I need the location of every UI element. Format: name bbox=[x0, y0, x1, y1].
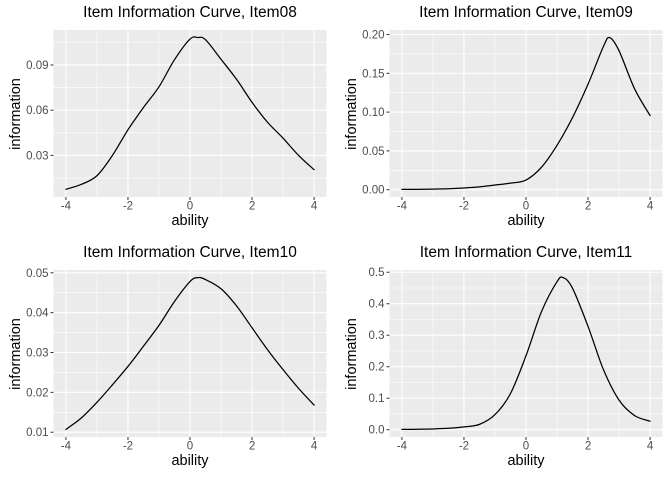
plot-area-item11: -4 -2 0 2 4 0.0 0.1 0.2 0.3 0.4 0.5 bbox=[369, 267, 663, 453]
x-tick-label: -2 bbox=[459, 441, 469, 453]
y-tick-label: 0.05 bbox=[26, 268, 48, 280]
plot-area-item08: -4 -2 0 2 4 0.03 0.06 0.09 bbox=[26, 30, 327, 213]
x-tick-label: -2 bbox=[459, 201, 469, 213]
x-tick-label: -4 bbox=[61, 201, 72, 213]
x-axis-label: ability bbox=[171, 453, 209, 469]
y-tick-label: 0.03 bbox=[26, 348, 48, 360]
information-curve bbox=[401, 276, 651, 431]
y-tick-label: 0.20 bbox=[362, 30, 384, 42]
y-tick-label: 0.02 bbox=[26, 387, 48, 399]
y-axis-label: information bbox=[344, 318, 360, 390]
x-tick-label: 0 bbox=[523, 441, 529, 453]
x-axis-label: ability bbox=[507, 453, 545, 469]
x-tick-label: -4 bbox=[397, 441, 408, 453]
panel-title: Item Information Curve, Item11 bbox=[419, 244, 633, 261]
y-tick-label: 0.3 bbox=[369, 330, 385, 342]
plot-area-item10: -4 -2 0 2 4 0.01 0.02 0.03 0.04 0.05 bbox=[26, 268, 327, 453]
x-tick-label: 4 bbox=[311, 201, 318, 213]
panel-title: Item Information Curve, Item09 bbox=[419, 4, 633, 21]
x-tick-label: 4 bbox=[311, 441, 318, 453]
plot-area-item09: -4 -2 0 2 4 0.00 0.05 0.10 0.15 0.20 bbox=[362, 30, 663, 213]
x-tick-label: 0 bbox=[187, 441, 193, 453]
panel-title: Item Information Curve, Item10 bbox=[83, 244, 297, 261]
x-tick-label: 4 bbox=[647, 441, 654, 453]
iic-panel-item09: -4 -2 0 2 4 0.00 0.05 0.10 0.15 0.20 Item Informa… bbox=[336, 0, 672, 240]
y-tick-label: 0.05 bbox=[362, 146, 384, 158]
y-tick-label: 0.0 bbox=[369, 425, 385, 437]
x-tick-label: -2 bbox=[123, 201, 133, 213]
y-axis-label: information bbox=[8, 318, 24, 390]
y-tick-label: 0.2 bbox=[369, 362, 385, 374]
x-tick-label: -4 bbox=[61, 441, 72, 453]
y-tick-label: 0.09 bbox=[26, 60, 48, 72]
y-tick-label: 0.4 bbox=[369, 299, 386, 311]
iic-panel-item11: -4 -2 0 2 4 0.0 0.1 0.2 0.3 0.4 0.5 Item Informati… bbox=[336, 240, 672, 480]
x-tick-label: -4 bbox=[397, 201, 408, 213]
information-curve bbox=[401, 36, 651, 191]
x-tick-label: 0 bbox=[523, 201, 529, 213]
x-axis-label: ability bbox=[171, 213, 209, 229]
y-tick-label: 0.06 bbox=[26, 105, 48, 117]
x-tick-label: 4 bbox=[647, 201, 654, 213]
y-tick-label: 0.15 bbox=[362, 68, 384, 80]
y-tick-label: 0.01 bbox=[26, 427, 48, 439]
panel-title: Item Information Curve, Item08 bbox=[83, 4, 297, 21]
y-tick-label: 0.5 bbox=[369, 267, 385, 279]
y-tick-label: 0.10 bbox=[362, 107, 384, 119]
information-curve bbox=[65, 36, 315, 190]
x-tick-label: 2 bbox=[249, 441, 255, 453]
x-tick-label: 2 bbox=[249, 201, 255, 213]
x-tick-label: -2 bbox=[123, 441, 133, 453]
information-curve bbox=[65, 276, 315, 431]
y-tick-label: 0.00 bbox=[362, 185, 384, 197]
x-tick-label: 2 bbox=[585, 441, 591, 453]
y-axis-label: information bbox=[344, 78, 360, 150]
y-tick-label: 0.1 bbox=[369, 393, 385, 405]
iic-panel-item08: -4 -2 0 2 4 0.03 0.06 0.09 Item Information Cur… bbox=[0, 0, 336, 240]
y-axis-label: information bbox=[8, 78, 24, 150]
iic-panel-item10: -4 -2 0 2 4 0.01 0.02 0.03 0.04 0.05 Item Informa… bbox=[0, 240, 336, 480]
x-axis-label: ability bbox=[507, 213, 545, 229]
x-tick-label: 0 bbox=[187, 201, 193, 213]
x-tick-label: 2 bbox=[585, 201, 591, 213]
y-tick-label: 0.04 bbox=[26, 308, 49, 320]
y-tick-label: 0.03 bbox=[26, 150, 48, 162]
